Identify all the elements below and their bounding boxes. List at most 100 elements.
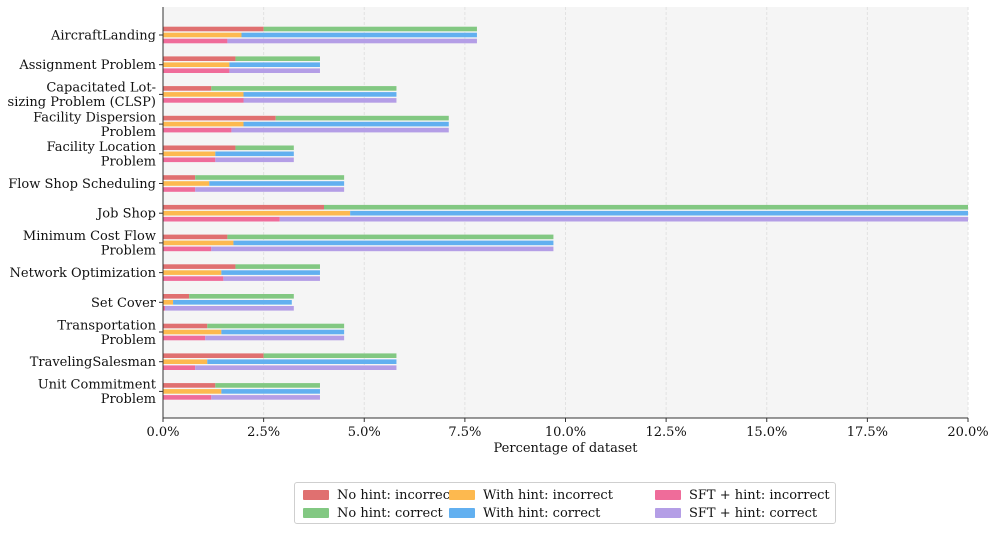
category-label: Minimum Cost Flow [23,229,156,244]
bar-correct [221,270,320,275]
legend-label: No hint: incorrect [337,487,456,503]
category-labels: AircraftLanding Assignment Problem Capacit… [8,29,157,408]
bar-correct [243,98,397,103]
bar-correct [233,240,554,246]
category-label: Network Optimization [10,266,157,281]
category-label: Problem [101,392,156,407]
bar-incorrect [163,187,196,192]
bar-incorrect [163,329,222,335]
bar-correct [243,92,397,97]
bar-correct [195,365,397,370]
bar-correct [211,86,397,91]
bar-correct [215,151,294,157]
category-label: AircraftLanding [50,29,156,44]
bar-incorrect [163,151,216,157]
legend-label: SFT + hint: incorrect [689,487,830,503]
legend-label: With hint: correct [483,505,601,521]
bar-incorrect [163,389,222,394]
legend-label: With hint: incorrect [483,487,613,503]
legend-item: SFT + hint: incorrect [655,487,830,503]
bar-correct [235,56,320,61]
legend-swatch [449,490,475,500]
bar-incorrect [163,300,174,305]
bar-correct [263,26,477,32]
bar-correct [173,300,292,305]
axes [159,7,969,422]
bar-incorrect [163,56,236,61]
category-label: Facility Dispersion [33,110,156,125]
bar-correct [205,335,345,341]
legend-item: With hint: correct [449,505,600,521]
bars [163,26,969,400]
x-tick-label: 15.0% [746,425,787,440]
category-label: Capacitated Lot- [46,81,156,96]
bar-incorrect [163,181,210,186]
x-tick-labels: 0.0% 2.5% 5.0% 7.5% 10.0% 12.5% 15.0% 17.5% 20.0… [146,425,988,440]
bar-incorrect [163,204,324,210]
bar-incorrect [163,240,234,246]
category-label: Transportation [57,318,156,333]
bar-correct [235,264,320,269]
category-label: Set Cover [91,296,157,311]
bar-correct [195,187,345,192]
legend-label: SFT + hint: correct [689,505,818,521]
bar-correct [221,389,320,394]
bar-correct [263,353,397,358]
bar-correct [215,383,320,388]
bar-correct [209,181,345,186]
x-axis-label: Percentage of dataset [494,441,639,456]
bar-correct [235,145,294,151]
x-tick-label: 20.0% [947,425,988,440]
legend-item: No hint: correct [303,505,443,521]
bar-incorrect [163,145,236,151]
legend-swatch [303,490,329,500]
bar-correct [350,210,969,216]
category-label: Problem [101,244,156,259]
bar-incorrect [163,210,351,216]
legend-swatch [655,508,681,518]
bar-correct [241,32,477,38]
bar-correct [229,68,320,73]
bar-incorrect [163,306,166,311]
category-label: sizing Problem (CLSP) [8,95,156,110]
bar-correct [231,127,449,133]
x-tick-label: 17.5% [847,425,888,440]
bar-incorrect [163,365,196,370]
bar-correct [207,359,397,364]
bar-incorrect [163,98,244,103]
bar-correct [227,38,477,44]
legend-item: With hint: incorrect [449,487,613,503]
bar-incorrect [163,175,196,180]
legend-swatch [449,508,475,518]
bar-correct [324,204,968,210]
category-label: Facility Location [47,140,157,155]
bar-correct [227,234,554,240]
bar-incorrect [163,294,190,299]
bar-incorrect [163,62,230,67]
legend-label: No hint: correct [337,505,443,521]
x-tick-label: 5.0% [348,425,381,440]
bar-correct [215,157,294,163]
category-label: Problem [101,125,156,140]
x-tick-label: 10.0% [545,425,586,440]
bar-incorrect [163,38,228,44]
category-label: Unit Commitment [38,378,157,393]
bar-incorrect [163,276,224,281]
bar-correct [165,306,294,311]
bar-incorrect [163,26,264,32]
category-label: Assignment Problem [18,58,156,73]
bar-correct [221,329,345,335]
bar-correct [229,62,320,67]
bar-correct [223,276,320,281]
bar-correct [211,246,554,252]
category-label: Flow Shop Scheduling [8,177,156,192]
bar-incorrect [163,68,230,73]
bar-correct [195,175,345,180]
x-tick-label: 0.0% [146,425,179,440]
bar-incorrect [163,157,216,163]
bar-incorrect [163,32,242,38]
legend-item: SFT + hint: correct [655,505,817,521]
category-label: Job Shop [95,207,156,222]
x-tick-label: 12.5% [645,425,686,440]
bar-incorrect [163,115,276,121]
